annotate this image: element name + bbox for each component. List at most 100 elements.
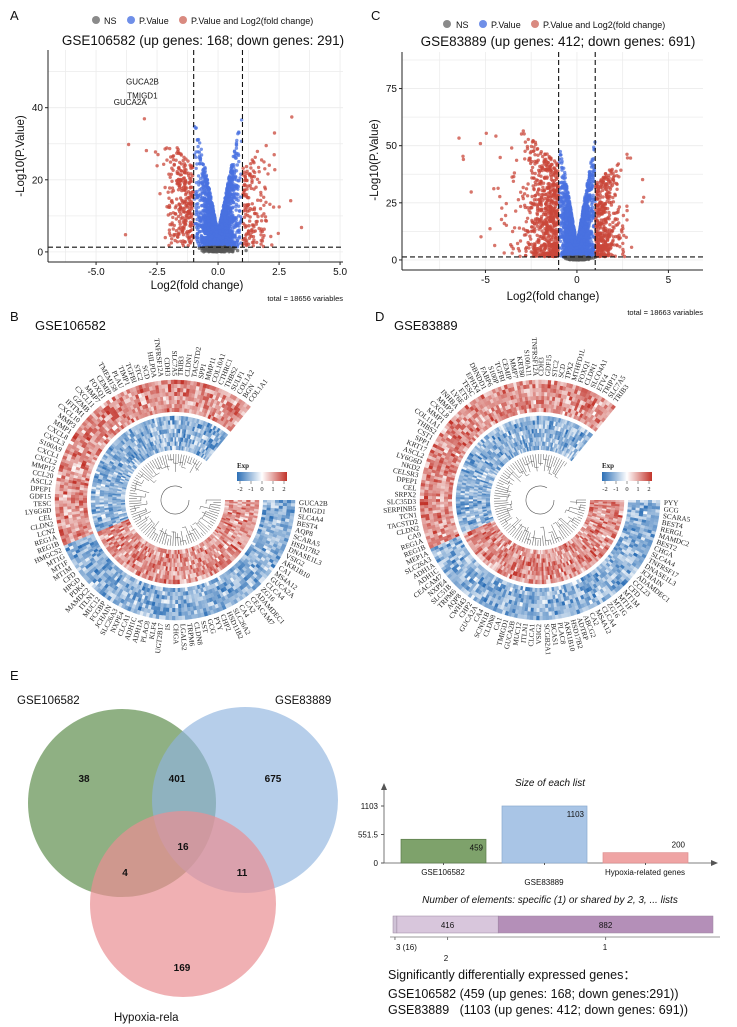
point-pvalue (203, 165, 207, 170)
point-pvalue (207, 188, 211, 193)
point-ns (244, 248, 248, 253)
point-significant (184, 213, 188, 218)
point-pvalue (235, 138, 239, 143)
point-pvalue (195, 162, 199, 166)
point-pvalue (214, 230, 219, 234)
point-significant (156, 152, 160, 157)
point-significant (180, 186, 184, 191)
point-significant (246, 213, 250, 218)
point-pvalue (195, 225, 199, 230)
point-pvalue (198, 212, 203, 216)
point-pvalue (220, 219, 224, 223)
point-pvalue (236, 152, 240, 156)
panel-label-d: D (375, 309, 384, 324)
point-pvalue (224, 240, 229, 244)
point-significant (166, 213, 170, 217)
point-significant (253, 229, 257, 233)
point-significant (163, 147, 167, 151)
point-significant (183, 240, 187, 244)
point-significant (186, 190, 191, 194)
legend-dot-both (179, 16, 187, 24)
point-significant (245, 187, 249, 191)
point-significant (257, 170, 261, 174)
y-tick-label: 40 (32, 103, 44, 114)
point-ns (219, 249, 223, 253)
point-significant (184, 231, 189, 235)
volcano-a-xlabel: Log2(fold change) (151, 280, 244, 292)
point-pvalue (223, 196, 227, 201)
point-significant (174, 158, 178, 162)
point-significant (259, 229, 263, 233)
point-pvalue (227, 211, 231, 215)
point-pvalue (232, 218, 236, 223)
point-pvalue (236, 242, 240, 246)
point-significant (167, 228, 172, 232)
point-pvalue (234, 208, 238, 212)
point-significant (169, 172, 173, 176)
point-significant (168, 233, 173, 238)
point-significant (173, 206, 178, 210)
panel-label-e: E (10, 668, 19, 683)
point-pvalue (205, 241, 209, 246)
panel-label-b: B (10, 309, 19, 324)
point-significant (175, 197, 179, 201)
point-pvalue (201, 216, 205, 220)
point-significant (172, 163, 176, 167)
point-significant (256, 165, 261, 170)
point-ns (228, 249, 232, 253)
point-pvalue (194, 150, 198, 154)
point-significant (180, 215, 184, 220)
point-significant (250, 227, 254, 232)
point-ns (212, 246, 217, 251)
point-significant (259, 193, 263, 197)
point-significant (173, 238, 177, 243)
point-significant (244, 171, 248, 176)
point-pvalue (231, 192, 235, 196)
point-significant (251, 235, 256, 239)
point-significant (166, 190, 170, 194)
point-significant (170, 166, 174, 170)
point-pvalue (227, 197, 231, 202)
point-pvalue (236, 187, 240, 191)
point-pvalue (212, 237, 217, 242)
point-pvalue (197, 183, 201, 187)
point-significant (250, 223, 255, 227)
point-pvalue (197, 150, 202, 154)
point-significant (171, 154, 176, 158)
point-pvalue (206, 210, 210, 214)
point-pvalue (204, 180, 209, 184)
point-pvalue (203, 193, 208, 197)
point-significant (170, 237, 174, 241)
point-significant (260, 214, 264, 218)
gene-annotation-label: GUCA2B (126, 77, 159, 86)
point-significant (144, 148, 149, 153)
point-significant (177, 231, 181, 235)
point-significant (241, 166, 245, 170)
point-pvalue (559, 153, 563, 157)
point-pvalue (226, 233, 230, 237)
point-pvalue (235, 238, 240, 243)
point-pvalue (195, 208, 199, 213)
point-significant (249, 175, 254, 180)
volcano-c-xlabel: Log2(fold change) (507, 291, 600, 303)
point-pvalue (217, 225, 222, 230)
point-pvalue (214, 225, 219, 229)
point-pvalue (195, 233, 199, 237)
point-significant (167, 205, 171, 209)
point-significant (175, 170, 179, 174)
point-pvalue (218, 229, 222, 233)
point-significant (163, 235, 167, 240)
point-significant (262, 233, 266, 238)
point-significant (163, 185, 167, 190)
point-significant (183, 186, 188, 190)
point-pvalue (197, 215, 201, 220)
point-significant (126, 142, 131, 147)
point-significant (191, 190, 195, 194)
point-significant (188, 204, 192, 208)
point-pvalue (207, 228, 211, 232)
point-pvalue (234, 142, 239, 146)
point-significant (181, 199, 185, 203)
point-significant (259, 158, 264, 162)
point-significant (259, 233, 263, 237)
point-pvalue (238, 220, 242, 224)
